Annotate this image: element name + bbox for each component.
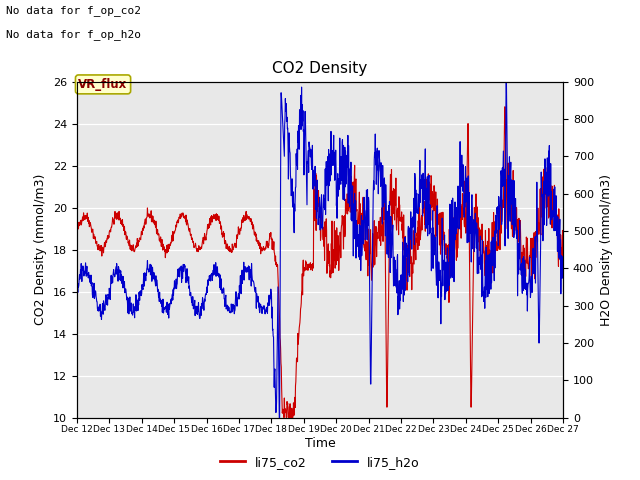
Text: VR_flux: VR_flux (79, 78, 127, 91)
Text: No data for f_op_co2: No data for f_op_co2 (6, 5, 141, 16)
Legend: li75_co2, li75_h2o: li75_co2, li75_h2o (215, 451, 425, 474)
Text: No data for f_op_h2o: No data for f_op_h2o (6, 29, 141, 40)
Y-axis label: CO2 Density (mmol/m3): CO2 Density (mmol/m3) (35, 174, 47, 325)
Y-axis label: H2O Density (mmol/m3): H2O Density (mmol/m3) (600, 174, 612, 325)
Title: CO2 Density: CO2 Density (273, 61, 367, 76)
X-axis label: Time: Time (305, 437, 335, 450)
